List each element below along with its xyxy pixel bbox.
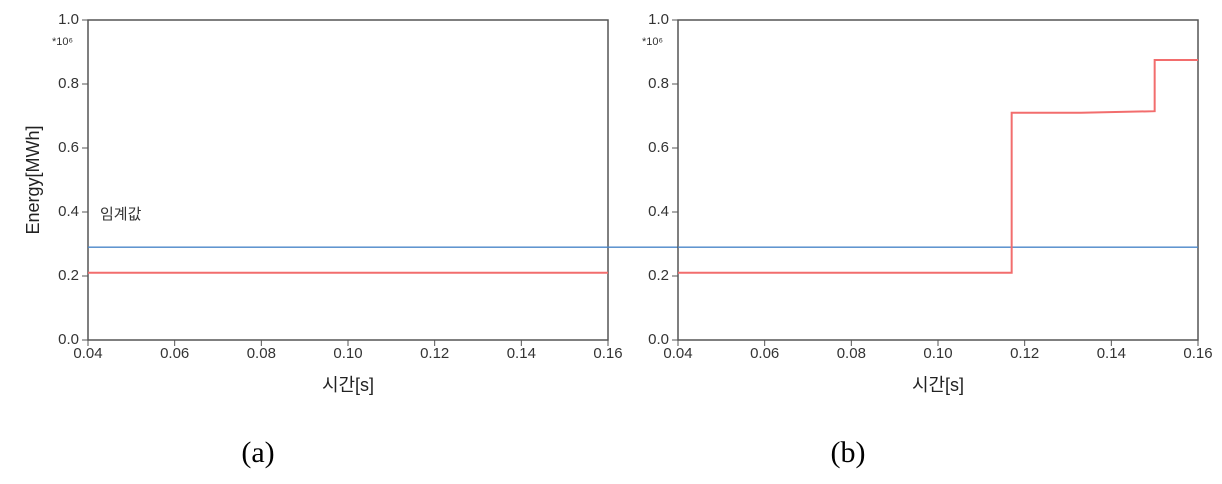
y-tick-label: 0.4 (648, 203, 669, 220)
caption: (a) (241, 436, 274, 469)
threshold-label: 임계값 (100, 206, 142, 223)
caption: (b) (831, 436, 866, 469)
y-axis-title: Energy[MWh] (23, 125, 43, 234)
x-tick-label: 0.08 (837, 345, 866, 362)
data-line (678, 59, 1198, 274)
y-tick-label: 0.2 (58, 267, 79, 284)
x-tick-label: 0.10 (333, 345, 362, 362)
x-tick-label: 0.14 (1097, 345, 1126, 362)
x-tick-label: 0.06 (750, 345, 779, 362)
x-tick-label: 0.16 (593, 345, 622, 362)
x-axis-title: 시간[s] (912, 375, 964, 395)
y-tick-label: 0.0 (58, 331, 79, 348)
x-tick-label: 0.10 (923, 345, 952, 362)
x-tick-label: 0.16 (1183, 345, 1212, 362)
y-tick-label: 1.0 (648, 11, 669, 28)
y-tick-label: 0.2 (648, 267, 669, 284)
y-tick-label: 0.6 (648, 139, 669, 156)
y-tick-label: 0.6 (58, 139, 79, 156)
x-tick-label: 0.12 (1010, 345, 1039, 362)
y-tick-label: 0.8 (648, 75, 669, 92)
x-tick-label: 0.12 (420, 345, 449, 362)
plot-frame (87, 19, 609, 341)
x-tick-label: 0.08 (247, 345, 276, 362)
y-tick-label: 0.0 (648, 331, 669, 348)
y-tick-label: 0.8 (58, 75, 79, 92)
x-tick-label: 0.04 (73, 345, 102, 362)
x-axis-title: 시간[s] (322, 375, 374, 395)
plot-frame (677, 19, 1199, 341)
y-tick-label: 0.4 (58, 203, 79, 220)
x-tick-label: 0.06 (160, 345, 189, 362)
y-multiplier: *10⁶ (52, 36, 73, 48)
x-tick-label: 0.14 (507, 345, 536, 362)
x-tick-label: 0.04 (663, 345, 692, 362)
y-multiplier: *10⁶ (642, 36, 663, 48)
y-tick-label: 1.0 (58, 11, 79, 28)
